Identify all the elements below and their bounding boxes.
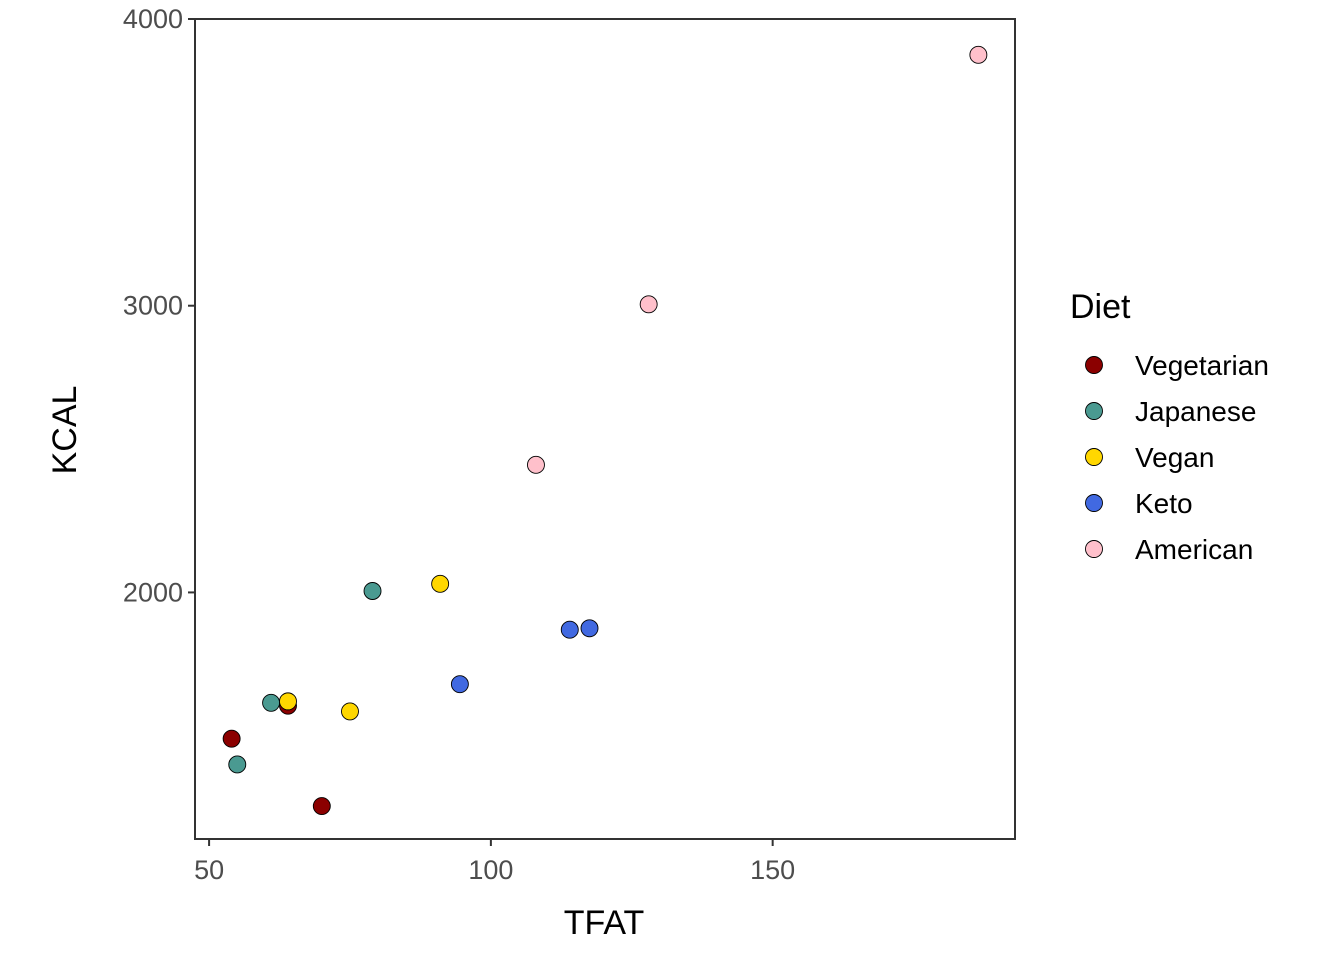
point-vegan xyxy=(431,574,450,593)
point-american xyxy=(527,455,545,474)
point-japanese xyxy=(262,693,281,712)
y-tick-label: 4000 xyxy=(123,4,183,34)
legend-label-vegetarian: Vegetarian xyxy=(1135,350,1269,381)
legend-key-vegetarian xyxy=(1085,356,1103,374)
x-axis-title: TFAT xyxy=(564,904,645,942)
point-japanese xyxy=(363,582,382,600)
point-american xyxy=(969,45,988,64)
point-keto xyxy=(580,619,599,638)
data-points xyxy=(222,45,988,815)
y-axis: 2000 3000 4000 xyxy=(123,4,195,607)
point-vegan xyxy=(279,692,297,711)
x-tick-label: 150 xyxy=(750,855,795,885)
point-vegetarian xyxy=(312,797,331,815)
y-tick-label: 2000 xyxy=(123,577,183,607)
x-tick-label: 100 xyxy=(468,855,513,885)
legend-title: Diet xyxy=(1070,288,1131,326)
y-tick-label: 3000 xyxy=(123,291,183,321)
x-axis: 50 100 150 xyxy=(194,839,795,885)
plot-panel xyxy=(194,18,1016,840)
legend-key-vegan xyxy=(1085,448,1103,466)
point-vegan xyxy=(341,702,359,721)
point-american xyxy=(639,295,658,314)
y-axis-title: KCAL xyxy=(46,386,84,475)
legend-label-keto: Keto xyxy=(1135,488,1193,519)
legend-label-japanese: Japanese xyxy=(1135,396,1256,427)
legend-key-american xyxy=(1085,540,1103,558)
point-vegetarian xyxy=(222,729,241,748)
point-keto xyxy=(450,675,469,694)
legend-label-american: American xyxy=(1135,534,1253,565)
legend-label-vegan: Vegan xyxy=(1135,442,1214,473)
point-keto xyxy=(560,620,579,639)
x-tick-label: 50 xyxy=(194,855,224,885)
point-japanese xyxy=(228,755,247,774)
legend-key-japanese xyxy=(1085,402,1103,420)
legend-key-keto xyxy=(1085,494,1103,512)
legend: Diet Vegetarian Japanese Vegan Keto American xyxy=(1070,288,1269,565)
